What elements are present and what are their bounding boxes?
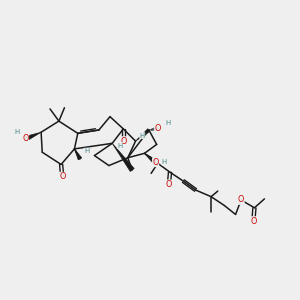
Polygon shape (144, 153, 157, 164)
Text: O: O (238, 196, 244, 205)
Polygon shape (25, 132, 41, 141)
Text: O: O (22, 134, 29, 143)
Text: O: O (166, 180, 172, 189)
Text: O: O (154, 124, 161, 134)
Text: O: O (59, 172, 65, 181)
Text: H: H (14, 129, 19, 135)
Text: O: O (120, 136, 127, 146)
Text: H: H (165, 120, 170, 126)
Text: O: O (250, 217, 256, 226)
Polygon shape (112, 143, 134, 172)
Polygon shape (136, 129, 150, 141)
Text: H: H (117, 142, 123, 148)
Text: O: O (152, 158, 159, 167)
Text: H: H (162, 159, 167, 165)
Text: H: H (84, 148, 89, 154)
Text: H: H (140, 133, 145, 139)
Polygon shape (74, 149, 82, 160)
